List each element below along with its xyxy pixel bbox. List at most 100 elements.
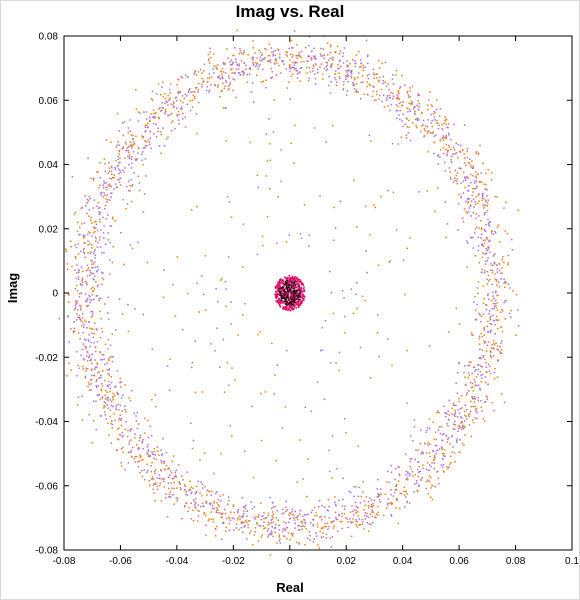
data-point [289,309,292,312]
data-point [297,301,299,303]
data-point [314,55,316,57]
data-point [112,392,114,395]
data-point [287,285,289,287]
data-point [210,343,212,345]
data-point [481,193,484,196]
data-point [87,351,89,354]
data-point [111,167,113,169]
data-point [501,272,503,275]
data-point [278,292,281,294]
data-point [290,300,293,302]
data-point [412,440,414,442]
data-point [78,296,81,298]
data-point [80,292,83,295]
data-point [173,477,175,480]
data-point [482,162,484,165]
data-point [87,240,89,242]
data-point [366,515,368,517]
data-point [372,502,374,505]
data-point [412,475,414,477]
data-point [163,462,165,465]
data-point [274,54,277,56]
data-point [298,293,300,295]
data-point [456,439,458,442]
data-point [208,91,210,93]
data-point [160,109,163,112]
data-point [434,485,437,488]
data-point [465,164,467,167]
data-point [127,462,130,464]
data-point [340,65,342,68]
data-point [292,303,295,306]
data-point [242,53,244,55]
data-point [287,308,290,310]
data-point [428,345,431,347]
data-point [156,130,159,133]
data-point [221,538,223,540]
data-point [80,354,82,357]
data-point [472,236,474,239]
data-point [212,68,214,70]
data-point [499,350,501,353]
data-point [452,153,454,155]
data-point [82,251,85,253]
data-point [86,264,89,267]
data-point [489,330,492,332]
data-point [125,208,127,210]
data-point [467,190,470,192]
data-point [151,99,154,101]
data-point [325,61,328,64]
data-point [388,94,391,97]
data-point [355,524,357,526]
data-point [409,139,412,142]
data-point [281,294,284,297]
data-point [172,104,174,106]
data-point [233,54,235,57]
data-point [409,90,411,92]
data-point [72,330,75,333]
data-point [130,428,133,430]
data-point [304,46,307,49]
data-point [486,205,489,207]
data-point [406,92,409,94]
data-point [76,351,78,353]
data-point [131,185,133,187]
data-point [285,279,288,282]
data-point [286,87,289,89]
data-point [205,502,207,504]
data-point [144,145,147,147]
data-point [239,518,241,520]
data-point [228,77,231,79]
data-point [167,482,170,484]
y-tick-label: -0.02 [35,353,58,364]
data-point [466,242,469,244]
data-point [441,433,444,436]
data-point [515,293,518,296]
data-point [274,505,276,508]
data-point [154,454,157,456]
data-point [106,391,109,394]
data-point [137,447,140,449]
data-point [237,334,239,336]
data-point [418,466,421,468]
data-point [350,535,353,538]
data-point [185,502,187,504]
data-point [450,159,452,161]
data-point [462,220,465,223]
data-point [289,298,292,300]
data-point [397,105,399,108]
data-point [480,406,482,409]
data-point [219,495,221,497]
data-point [86,212,88,215]
data-point [107,312,109,314]
data-point [256,521,258,524]
data-point [416,118,418,120]
data-point [416,117,419,120]
data-point [186,292,189,295]
data-point [85,320,87,323]
data-point [242,531,244,533]
data-point [301,528,303,531]
data-point [143,432,146,434]
data-point [222,82,224,85]
data-point [225,517,228,520]
